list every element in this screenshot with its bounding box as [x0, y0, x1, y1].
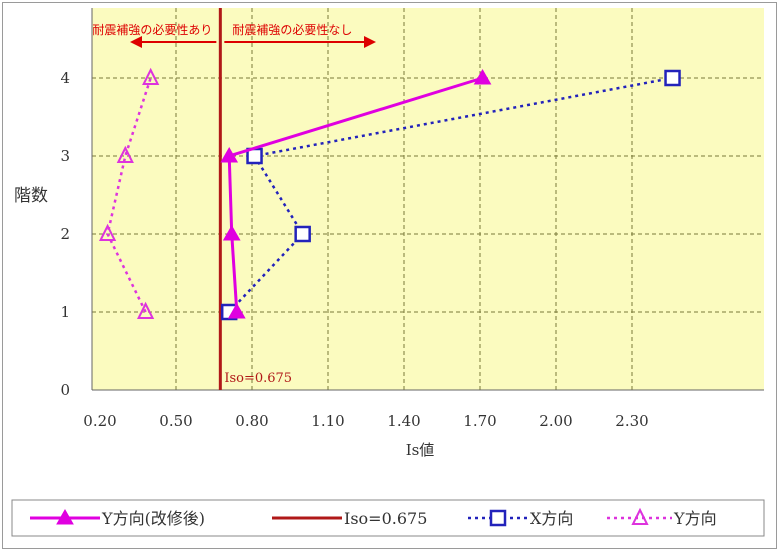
x-tick-label: 1.10 [311, 412, 344, 430]
y-tick-labels: 0 1 2 3 4 [60, 69, 70, 399]
legend: Y方向(改修後) Iso=0.675 X方向 Y方向 [11, 499, 765, 537]
series-2 [98, 67, 160, 319]
x-tick-label: 2.30 [615, 412, 648, 430]
y-tick-label: 4 [60, 69, 70, 87]
x-tick-label: 2.00 [539, 412, 572, 430]
data-point-marker [136, 301, 155, 319]
x-tick-label: 0.50 [159, 412, 192, 430]
grid-lines [92, 8, 764, 390]
reference-line-group: Iso=0.675 [218, 8, 292, 390]
data-point-marker [98, 223, 117, 241]
data-point-marker [631, 507, 649, 525]
legend-items: Y方向(改修後) Iso=0.675 X方向 Y方向 [30, 507, 717, 528]
x-axis-label: Is値 [406, 441, 435, 459]
plot-area [92, 8, 764, 390]
x-tick-label: 1.70 [463, 412, 496, 430]
annotation-not-needed: 耐震補強の必要性なし [232, 23, 352, 37]
series-line [227, 76, 483, 313]
series-0 [220, 68, 492, 319]
data-point-marker [473, 68, 492, 85]
data-point-marker [664, 69, 681, 87]
data-point-marker [227, 302, 246, 319]
x-tick-label: 1.40 [387, 412, 420, 430]
arrowhead-left-icon [130, 36, 142, 48]
x-tick-label: 0.80 [235, 412, 268, 430]
x-tick-labels: 0.20 0.50 0.80 1.10 1.40 1.70 2.00 2.30 [83, 412, 648, 430]
x-tick-label: 0.20 [83, 412, 116, 430]
y-tick-label: 2 [60, 225, 70, 243]
data-point-marker [222, 224, 241, 241]
annotation-group: 耐震補強の必要性あり 耐震補強の必要性なし [92, 23, 376, 48]
axes [91, 8, 764, 391]
legend-label: Y方向(改修後) [101, 509, 205, 528]
annotation-needed: 耐震補強の必要性あり [92, 23, 212, 37]
data-point-marker [294, 225, 311, 243]
series-line [106, 77, 152, 313]
arrowhead-right-icon [364, 36, 376, 48]
data-point-marker [116, 145, 134, 163]
data-point-marker [489, 509, 507, 527]
y-tick-label: 0 [60, 381, 70, 399]
y-tick-label: 1 [60, 303, 70, 321]
legend-label: X方向 [530, 509, 573, 528]
data-point-marker [56, 508, 74, 525]
data-point-marker [142, 67, 160, 85]
y-tick-label: 3 [60, 147, 70, 165]
series-group [98, 67, 681, 321]
legend-box [11, 499, 765, 537]
reference-line-label: Iso=0.675 [224, 371, 292, 386]
legend-label: Iso=0.675 [344, 509, 427, 528]
y-axis-label: 階数 [14, 186, 48, 206]
data-point-marker [220, 146, 239, 163]
legend-label: Y方向 [673, 509, 717, 528]
